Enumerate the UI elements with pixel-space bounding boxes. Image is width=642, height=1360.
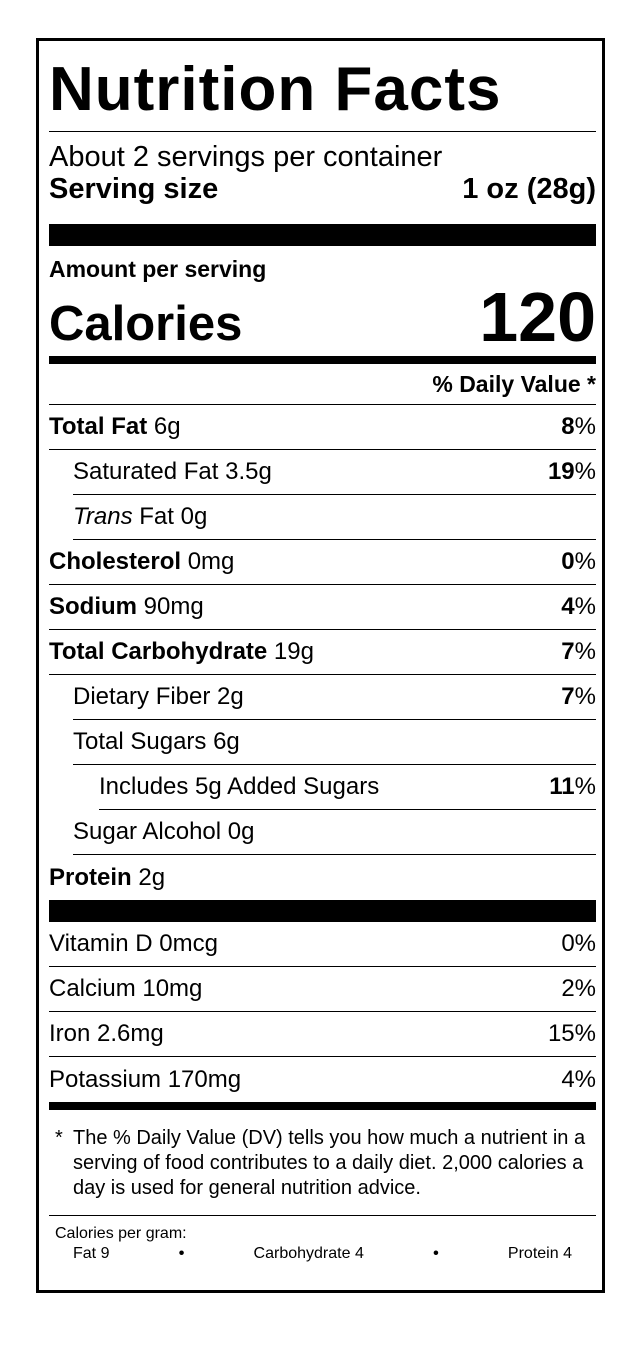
vitamin-name: Vitamin D 0mcg — [49, 930, 218, 957]
nutrient-name: Cholesterol — [49, 548, 182, 575]
nutrient-row-dietary-fiber: Dietary Fiber 2g 7% — [73, 675, 596, 720]
protein-per-gram: Protein 4 — [507, 1245, 572, 1262]
nutrient-amount: 19g — [273, 638, 314, 665]
nutrient-amount: 2g — [217, 683, 244, 710]
nutrient-name: Dietary Fiber — [73, 683, 211, 710]
vitamin-row: Iron 2.6mg 15% — [49, 1012, 596, 1057]
nutrient-name: Total Sugars — [73, 728, 207, 755]
nutrient-amount: 2g — [138, 863, 166, 891]
nutrient-amount: 3.5g — [225, 458, 272, 485]
carbohydrate-per-gram: Carbohydrate 4 — [253, 1245, 364, 1262]
nutrient-row-total-fat: Total Fat 6g 8% — [49, 405, 596, 450]
percent-sign: % — [574, 593, 596, 620]
servings-per-container: About 2 servings per container — [49, 141, 443, 173]
vitamin-name: Iron 2.6mg — [49, 1020, 164, 1047]
nutrient-row-total-carbohydrate: Total Carbohydrate 19g 7% — [49, 630, 596, 675]
nutrient-row-saturated-fat: Saturated Fat 3.5g 19% — [73, 450, 596, 495]
vitamin-name: Potassium 170mg — [49, 1065, 242, 1093]
nutrient-name: Total Fat — [49, 413, 148, 440]
percent-sign: % — [574, 638, 596, 665]
nutrient-row-added-sugars: Includes 5g Added Sugars 11% — [99, 765, 596, 810]
vitamin-dv: 0% — [561, 930, 596, 957]
nutrient-row-sugar-alcohol: Sugar Alcohol 0g — [73, 810, 596, 855]
nutrient-amount: 0g — [180, 503, 208, 530]
nutrient-name: Fat — [139, 503, 174, 530]
nutrient-row-protein: Protein 2g — [49, 855, 596, 900]
calories-per-gram: Calories per gram: Fat 9 • Carbohydrate … — [49, 1215, 596, 1264]
nutrient-name: Total Carbohydrate — [49, 638, 268, 665]
nutrient-prefix: Trans — [73, 503, 133, 530]
serving-size: Serving size 1 oz (28g) — [49, 172, 596, 206]
daily-value-header: % Daily Value * — [49, 364, 596, 405]
nutrient-dv: 7 — [561, 683, 575, 710]
nutrient-amount: 0mg — [187, 548, 235, 575]
nutrient-name: Sodium — [49, 593, 137, 620]
nutrient-amount: 6g — [213, 728, 240, 755]
nutrient-dv: 4 — [561, 593, 575, 620]
bullet: • — [433, 1245, 439, 1262]
nutrient-row-sodium: Sodium 90mg 4% — [49, 585, 596, 630]
percent-sign: % — [574, 683, 596, 710]
nutrient-amount: 90mg — [143, 593, 204, 620]
nutrient-name: Sugar Alcohol — [73, 818, 222, 845]
vitamin-dv: 4% — [561, 1065, 596, 1093]
thick-divider — [49, 224, 596, 246]
nutrient-name: Saturated Fat — [73, 458, 219, 485]
calories-label: Calories — [49, 297, 243, 351]
nutrient-dv: 11 — [549, 773, 575, 800]
nutrient-amount: 0g — [227, 818, 255, 845]
footnote: * The % Daily Value (DV) tells you how m… — [49, 1126, 596, 1201]
medium-divider — [49, 1102, 596, 1110]
nutrient-row-trans-fat: Trans Fat 0g — [73, 495, 596, 540]
amount-per-serving: Amount per serving — [49, 256, 267, 282]
nutrient-amount: 6g — [153, 413, 181, 440]
serving-size-value: 1 oz (28g) — [462, 173, 596, 205]
nutrient-dv: 0 — [561, 548, 575, 575]
vitamin-dv: 2% — [561, 975, 596, 1002]
vitamin-dv: 15% — [547, 1020, 596, 1047]
percent-sign: % — [574, 413, 596, 440]
label-title: Nutrition Facts — [49, 55, 502, 124]
nutrition-label: Nutrition Facts About 2 servings per con… — [36, 38, 605, 1293]
footnote-text: The % Daily Value (DV) tells you how muc… — [73, 1127, 586, 1199]
label-content: Nutrition Facts About 2 servings per con… — [49, 41, 596, 1264]
vitamin-row: Potassium 170mg 4% — [49, 1057, 596, 1102]
vitamin-row: Vitamin D 0mcg 0% — [49, 922, 596, 967]
calories-per-gram-label: Calories per gram: — [55, 1225, 187, 1242]
divider — [49, 131, 596, 132]
thick-divider — [49, 900, 596, 922]
nutrient-dv: 19 — [547, 458, 575, 485]
vitamin-name: Calcium 10mg — [49, 975, 203, 1002]
percent-sign: % — [574, 458, 596, 485]
vitamin-row: Calcium 10mg 2% — [49, 967, 596, 1012]
percent-sign: % — [574, 548, 596, 575]
nutrient-name: Includes 5g Added Sugars — [99, 773, 380, 800]
calories-row: Calories 120 — [49, 282, 596, 352]
fat-per-gram: Fat 9 — [73, 1245, 110, 1262]
nutrient-row-total-sugars: Total Sugars 6g — [73, 720, 596, 765]
footnote-marker: * — [55, 1127, 63, 1149]
serving-size-label: Serving size — [49, 173, 219, 205]
nutrient-dv: 8 — [561, 413, 575, 440]
medium-divider — [49, 356, 596, 364]
nutrient-dv: 7 — [561, 638, 575, 665]
bullet: • — [178, 1245, 185, 1262]
nutrient-row-cholesterol: Cholesterol 0mg 0% — [49, 540, 596, 585]
calories-value: 120 — [479, 278, 596, 356]
calories-per-gram-values: Fat 9 • Carbohydrate 4 • Protein 4 — [55, 1244, 596, 1264]
nutrient-name: Protein — [49, 863, 132, 891]
percent-sign: % — [574, 773, 596, 800]
